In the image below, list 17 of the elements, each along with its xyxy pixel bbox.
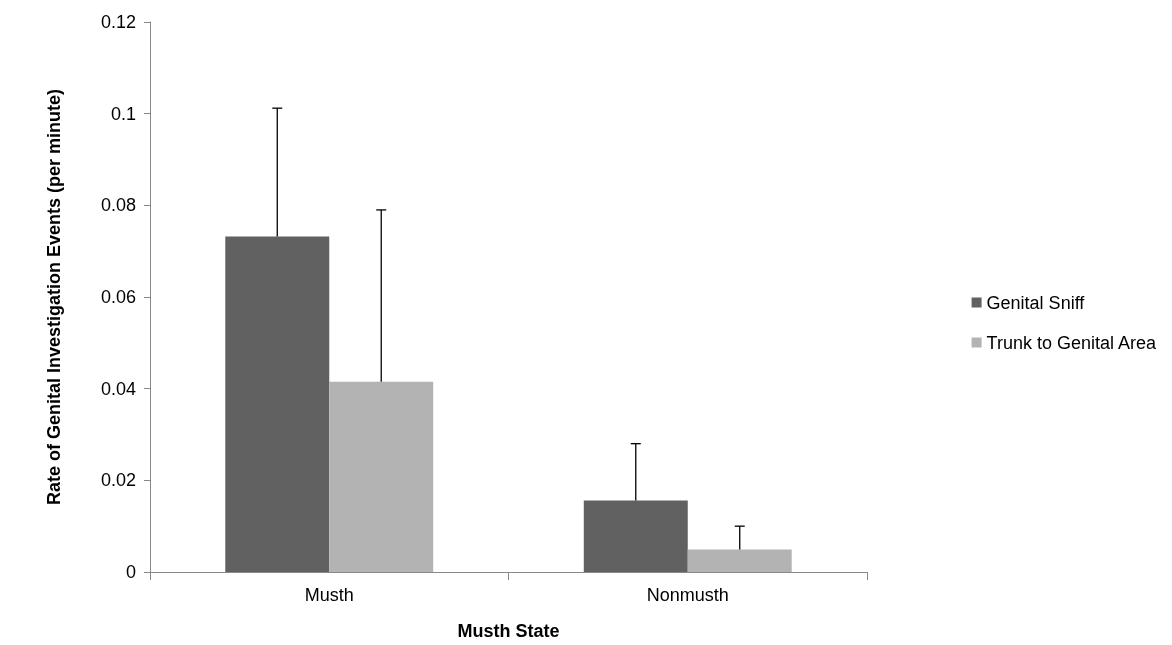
y-tick-label: 0.04 <box>100 378 136 399</box>
legend-label: Genital Sniff <box>986 292 1086 313</box>
bar <box>583 500 688 572</box>
bar <box>329 381 434 572</box>
y-tick-label: 0.02 <box>100 470 136 491</box>
y-tick-label: 0.12 <box>100 12 136 32</box>
y-tick-label: 0.06 <box>100 287 136 307</box>
y-axis-title: Rate of Genital Investigation Events (per minute) <box>44 88 64 506</box>
y-tick-label: 0 <box>125 562 136 582</box>
y-tick-label: 0.08 <box>100 195 136 216</box>
x-tick-label: Nonmusth <box>646 585 729 605</box>
y-tick-label: 0.1 <box>110 103 136 124</box>
bar <box>225 236 330 572</box>
x-tick-label: Musth <box>304 585 354 605</box>
x-axis-title: Musth State <box>457 621 560 641</box>
bar <box>687 549 792 572</box>
legend-label: Trunk to Genital Area <box>986 332 1157 353</box>
